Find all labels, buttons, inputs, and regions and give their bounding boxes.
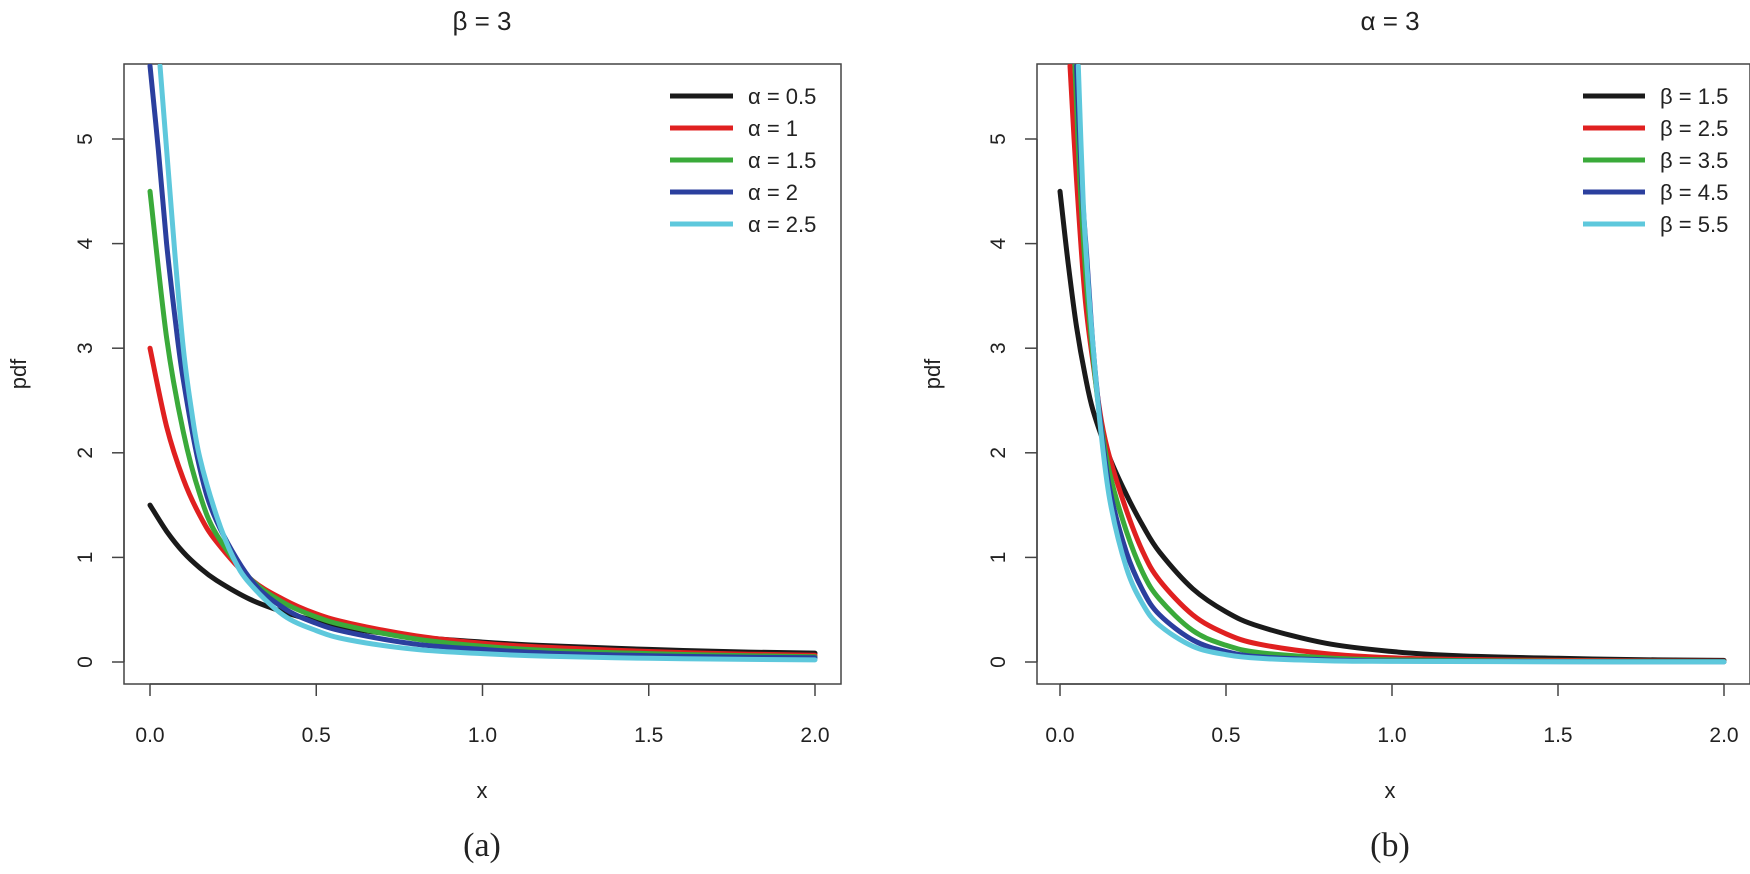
series-line-1 [1057,188,1727,663]
y-tick-label: 0 [987,656,1010,668]
y-tick-label: 5 [74,133,97,145]
y-tick-label: 1 [74,552,97,564]
y-axis: 0 1 2 3 4 5 [987,133,1038,668]
x-axis: 0.0 0.5 1.0 1.5 2.0 [135,683,830,747]
y-tick-label: 0 [74,656,97,668]
y-axis: 0 1 2 3 4 5 [74,133,125,668]
legend-label-2: β = 2.5 [1660,116,1728,141]
y-tick-label: 2 [987,447,1010,459]
x-tick-label: 0.0 [135,724,164,747]
x-tick-label: 1.0 [468,724,497,747]
y-tick-label: 5 [987,133,1010,145]
x-tick-label: 1.5 [634,724,663,747]
legend-label-3: α = 1.5 [748,148,816,173]
y-tick-label: 4 [987,237,1010,249]
series-line-4 [147,64,818,661]
series-line-5 [157,64,818,663]
legend-label-4: β = 4.5 [1660,180,1728,205]
series-line-5 [1075,64,1727,665]
y-tick-label: 1 [987,552,1010,564]
series-line-3 [1072,64,1727,664]
legend-label-1: β = 1.5 [1660,84,1728,109]
chart-title: α = 3 [1360,6,1419,36]
chart-panel-a: 0.0 0.5 1.0 1.5 2.0 0 1 2 3 4 5 α = 0.5 α = 1 α = 1.5… [6,6,842,864]
panel-label: (a) [463,827,501,864]
x-tick-label: 1.5 [1543,724,1572,747]
x-tick-label: 2.0 [1709,724,1738,747]
chart-panel-b: 0.0 0.5 1.0 1.5 2.0 0 1 2 3 4 5 β = 1.5 β = 2.5 β = 3… [920,6,1750,864]
x-tick-label: 0.5 [1211,724,1240,747]
y-tick-label: 3 [987,342,1010,354]
x-axis: 0.0 0.5 1.0 1.5 2.0 [1045,683,1739,747]
y-tick-label: 4 [74,237,97,249]
chart-title: β = 3 [452,6,511,36]
y-tick-label: 2 [74,447,97,459]
legend-label-5: α = 2.5 [748,212,816,237]
x-axis-title: x [477,778,488,803]
legend-label-3: β = 3.5 [1660,148,1728,173]
legend-label-4: α = 2 [748,180,798,205]
series-line-2 [1067,64,1727,664]
legend: α = 0.5 α = 1 α = 1.5 α = 2 α = 2.5 [670,84,816,237]
x-tick-label: 0.5 [302,724,331,747]
legend-label-5: β = 5.5 [1660,212,1728,237]
legend: β = 1.5 β = 2.5 β = 3.5 β = 4.5 β = 5.5 [1583,84,1728,237]
legend-label-1: α = 0.5 [748,84,816,109]
y-axis-title: pdf [6,358,31,389]
x-tick-label: 0.0 [1045,724,1074,747]
legend-label-2: α = 1 [748,116,798,141]
x-tick-label: 2.0 [800,724,829,747]
series-group [1057,64,1727,665]
x-tick-label: 1.0 [1377,724,1406,747]
series-line-2 [147,345,818,658]
x-axis-title: x [1385,778,1396,803]
panel-label: (b) [1370,827,1410,864]
y-axis-title: pdf [920,358,945,389]
y-tick-label: 3 [74,342,97,354]
series-group [147,64,818,663]
